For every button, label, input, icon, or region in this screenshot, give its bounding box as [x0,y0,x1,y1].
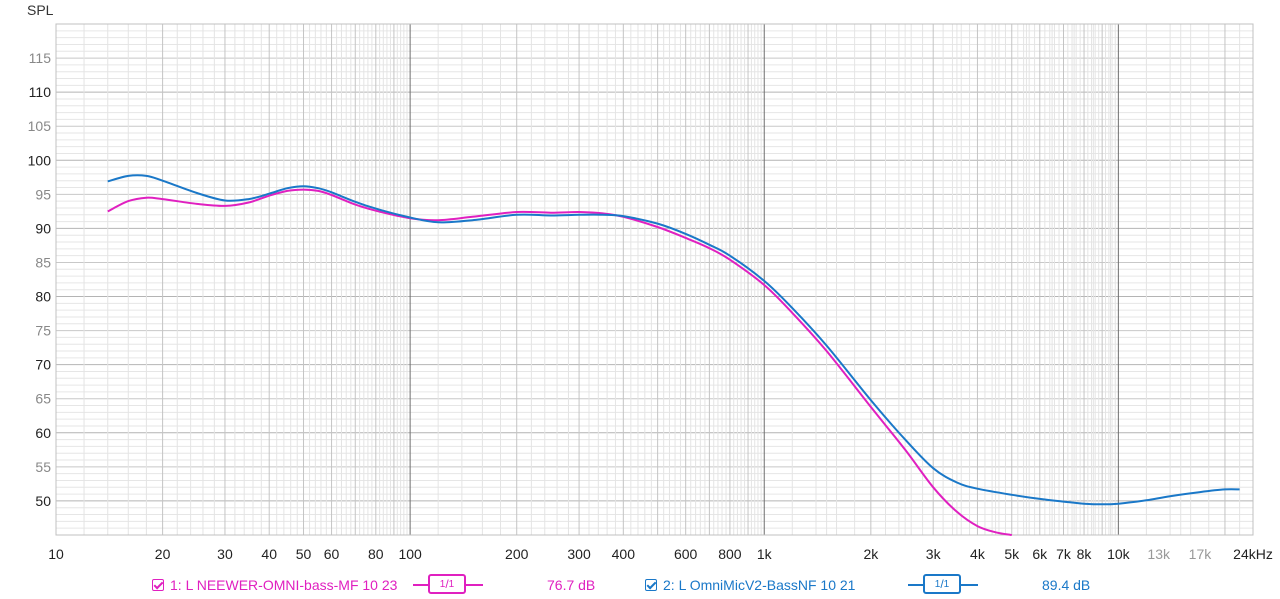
series-1-checkbox[interactable] [152,579,164,591]
y-tick-label: 110 [29,84,52,100]
plot-border [55,23,1254,536]
series-2-checkbox[interactable] [645,579,657,591]
x-tick-label: 300 [567,546,591,562]
x-tick-label: 80 [368,546,384,562]
y-axis-label: SPL [27,2,54,18]
y-tick-label: 70 [35,357,51,373]
x-tick-label: 10k [1107,546,1131,562]
x-tick-label: 800 [718,546,742,562]
smoothing-denominator: 1 [943,578,950,590]
series-curves [107,174,1240,536]
y-tick-label: 105 [28,118,52,134]
x-tick-label: 600 [674,546,698,562]
y-tick-label: 55 [35,459,51,475]
y-tick-label: 80 [35,289,51,305]
series-2-name: 2: L OmniMicV2-BassNF 10 21 [663,577,856,593]
series-1-name: 1: L NEEWER-OMNI-bass-MF 10 23 [170,577,398,593]
y-tick-label: 100 [28,152,52,168]
series-1-level: 76.7 dB [547,577,596,593]
series-2-smoothing-button[interactable]: 1/1 [908,574,978,596]
series-1-smoothing-button[interactable]: 1/1 [413,574,483,596]
smoothing-numerator: 1 [934,578,941,590]
x-tick-label: 1k [757,546,773,562]
smoothing-fraction: 1/1 [923,574,961,594]
x-axis-ticks: 10 20 30 40 50 60 80 100 200 300 400 600 800 1k 2k 3k 4k… [48,546,1273,562]
x-tick-label: 6k [1032,546,1048,562]
y-tick-label: 90 [35,220,51,236]
x-tick-label: 5k [1004,546,1020,562]
y-tick-label: 60 [35,425,51,441]
series-1-line [107,188,1012,536]
x-tick-label: 30 [217,546,233,562]
y-tick-label: 50 [35,493,51,509]
legend-item-2[interactable]: 2: L OmniMicV2-BassNF 10 21 1/1 89.4 dB [645,574,1090,596]
smoothing-denominator: 1 [448,578,455,590]
y-tick-label: 65 [35,391,51,407]
x-tick-label: 17k [1189,546,1213,562]
y-tick-label: 95 [35,186,51,202]
x-tick-label: 40 [261,546,277,562]
y-tick-label: 115 [29,50,52,66]
x-tick-label: 20 [155,546,171,562]
x-tick-label: 50 [296,546,312,562]
x-tick-label: 400 [612,546,636,562]
x-tick-label: 4k [970,546,986,562]
x-tick-label: 100 [398,546,422,562]
x-tick-label: 8k [1077,546,1093,562]
smoothing-fraction: 1/1 [428,574,466,594]
x-tick-label: 60 [324,546,340,562]
y-tick-label: 85 [35,254,51,270]
x-tick-label: 24kHz [1233,546,1273,562]
smoothing-numerator: 1 [439,578,446,590]
x-tick-label: 2k [863,546,879,562]
legend-item-1[interactable]: 1: L NEEWER-OMNI-bass-MF 10 23 1/1 76.7 … [152,574,595,596]
x-tick-label: 200 [505,546,529,562]
series-2-line [107,174,1240,506]
x-tick-label: 7k [1056,546,1072,562]
grid [55,23,1254,536]
x-tick-label: 10 [48,546,64,562]
y-tick-label: 75 [35,323,51,339]
y-axis-ticks: 50 55 60 65 70 75 80 85 90 95 100 105 110 115 [28,50,52,509]
series-2-level: 89.4 dB [1042,577,1091,593]
x-tick-label: 13k [1147,546,1171,562]
x-tick-label: 3k [926,546,942,562]
